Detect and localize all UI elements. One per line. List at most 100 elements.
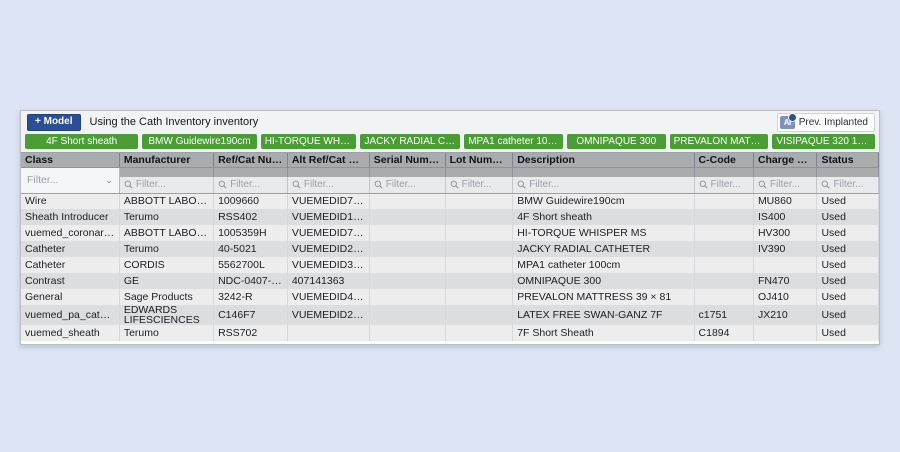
cell-alt-ref-cat-number: VUEMEDID7366 — [287, 225, 370, 241]
filter-input-lot-number[interactable]: Filter... — [445, 177, 514, 194]
cell-manufacturer: ABBOTT LABORATORIES — [119, 193, 215, 209]
search-icon — [450, 180, 459, 189]
search-icon — [821, 180, 831, 189]
cell-description: PREVALON MATTRESS 39 × 81 — [512, 289, 695, 305]
cell-manufacturer: Terumo — [119, 325, 215, 341]
cell-serial-number — [369, 209, 446, 225]
item-chip[interactable]: MPA1 catheter 100cm — [464, 134, 563, 149]
cell-serial-number — [369, 305, 446, 325]
table-row[interactable]: Catheter Terumo 40-5021 VUEMEDID29122 JACKY … — [21, 241, 879, 257]
cell-class: Sheath Introducer — [21, 209, 120, 225]
filter-dropdown-class[interactable]: Filter... ⌄ — [21, 167, 120, 194]
cell-class: Catheter — [21, 257, 120, 273]
filter-placeholder: Filter... — [461, 179, 492, 191]
filter-placeholder: Filter... — [303, 179, 334, 191]
cell-serial-number — [369, 225, 446, 241]
filter-spacer-cell — [287, 167, 370, 177]
item-chip[interactable]: JACKY RADIAL CATHE... — [360, 134, 461, 149]
cell-lot-number — [445, 257, 514, 273]
filter-placeholder: Filter... — [135, 179, 166, 191]
item-chip[interactable]: PREVALON MATTRESS... — [669, 134, 769, 149]
table-row[interactable]: Catheter CORDIS 5562700L VUEMEDID3650 MPA1 c… — [21, 257, 879, 273]
cell-lot-number — [445, 305, 514, 325]
cell-class: Contrast — [21, 273, 120, 289]
item-chip[interactable]: 4F Short sheath — [25, 134, 139, 149]
add-model-button[interactable]: + Model — [27, 113, 81, 131]
cell-alt-ref-cat-number: VUEMEDID23547 — [287, 305, 370, 325]
cell-ref-cat-number: 40-5021 — [213, 241, 288, 257]
cell-class: vuemed_coronary_guide_… — [21, 225, 120, 241]
cell-c-code — [694, 193, 754, 209]
cell-lot-number — [445, 325, 514, 341]
search-icon — [517, 180, 526, 189]
column-header-serial-number[interactable]: Serial Number — [369, 153, 446, 168]
cell-c-code — [694, 273, 754, 289]
column-header-manufacturer[interactable]: Manufacturer — [119, 153, 215, 168]
filter-input-serial-number[interactable]: Filter... — [369, 177, 446, 194]
cell-charge-code — [753, 257, 818, 273]
item-chip[interactable]: BMW Guidewire190cm — [142, 134, 257, 149]
cell-lot-number — [445, 193, 514, 209]
cell-status: Used — [816, 225, 879, 241]
filter-input-alt-ref-cat-numb[interactable]: Filter... — [287, 177, 370, 194]
column-header-class[interactable]: Class — [21, 153, 120, 168]
prev-implanted-button[interactable]: AI Prev. Implanted — [776, 112, 875, 132]
cell-serial-number — [369, 241, 446, 257]
cell-status: Used — [816, 273, 879, 289]
column-header-c-code[interactable]: C-Code — [694, 153, 754, 168]
filter-input-description[interactable]: Filter... — [512, 177, 695, 194]
filter-input-manufacturer[interactable]: Filter... — [119, 177, 215, 194]
filter-input-c-code[interactable]: Filter... — [694, 177, 754, 194]
search-icon — [758, 180, 767, 189]
cell-lot-number — [445, 273, 514, 289]
filter-input-status[interactable]: Filter... — [816, 177, 879, 194]
search-icon — [218, 180, 227, 189]
filter-placeholder: Filter... — [385, 179, 416, 191]
column-header-lot-number[interactable]: Lot Number — [445, 153, 514, 168]
column-header-status[interactable]: Status — [816, 153, 879, 168]
cell-lot-number — [445, 241, 514, 257]
cell-class: Catheter — [21, 241, 120, 257]
search-icon — [124, 180, 133, 189]
column-header-charge-code[interactable]: Charge Code — [753, 153, 818, 168]
cell-charge-code: JX210 — [753, 305, 818, 325]
cell-alt-ref-cat-number: VUEMEDID16798 — [287, 209, 370, 225]
table-row[interactable]: vuemed_pa_catheter EDWARDS LIFESCIENCES C14… — [21, 305, 879, 325]
item-chip[interactable]: VISIPAQUE 320 100 ml — [772, 134, 875, 149]
filter-spacer-cell — [119, 167, 215, 177]
filter-spacer-cell — [753, 167, 818, 177]
filter-spacer-cell — [512, 167, 695, 177]
search-icon — [374, 180, 383, 189]
item-chip[interactable]: OMNIPAQUE 300 — [566, 134, 666, 149]
cell-status: Used — [816, 209, 879, 225]
column-header-ref-cat-number[interactable]: Ref/Cat Number — [213, 153, 288, 168]
cell-charge-code: IS400 — [753, 209, 818, 225]
item-chip[interactable]: HI-TORQUE WHISPER ... — [260, 134, 357, 149]
table-row[interactable]: Sheath Introducer Terumo RSS402 VUEMEDID167… — [21, 209, 879, 225]
column-header-alt-ref-cat-numb[interactable]: Alt Ref/Cat Numb... — [287, 153, 370, 168]
cell-ref-cat-number: NDC-0407-1413-63 — [213, 273, 288, 289]
cell-ref-cat-number: 3242-R — [213, 289, 288, 305]
cell-serial-number — [369, 289, 446, 305]
filter-input-ref-cat-number[interactable]: Filter... — [213, 177, 288, 194]
cell-serial-number — [369, 325, 446, 341]
cell-alt-ref-cat-number: VUEMEDID433034 — [287, 289, 370, 305]
cell-ref-cat-number: 1005359H — [213, 225, 288, 241]
cell-ref-cat-number: C146F7 — [213, 305, 288, 325]
cell-c-code — [694, 241, 754, 257]
table-row[interactable]: vuemed_sheath Terumo RSS702 7F Short Sheath… — [21, 325, 879, 341]
filter-spacer-cell — [694, 167, 754, 177]
cell-description: JACKY RADIAL CATHETER — [512, 241, 695, 257]
filter-placeholder: Filter... — [710, 179, 741, 191]
filter-input-charge-code[interactable]: Filter... — [753, 177, 818, 194]
cell-c-code — [694, 289, 754, 305]
cell-manufacturer: EDWARDS LIFESCIENCES — [119, 305, 215, 325]
table-row[interactable]: vuemed_coronary_guide_…ABBOTT LABORATORI… — [21, 225, 879, 241]
column-header-description[interactable]: Description — [512, 153, 695, 168]
